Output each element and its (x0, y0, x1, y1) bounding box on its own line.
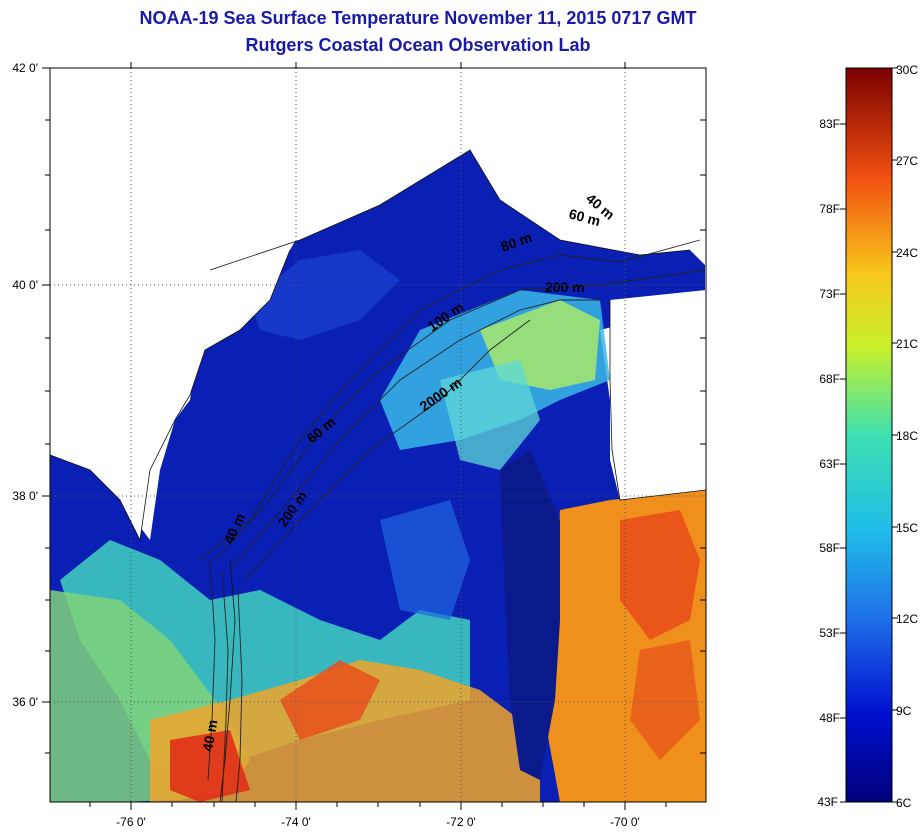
isobath-label: 40 m (199, 718, 220, 752)
lat-label: 40 0' (12, 278, 38, 292)
lon-label: -74 0' (281, 815, 311, 829)
axis-ticks (42, 62, 706, 810)
celsius-label: 27C (896, 154, 918, 168)
map-subtitle: Rutgers Coastal Ocean Observation Lab (245, 35, 591, 55)
map-title: NOAA-19 Sea Surface Temperature November… (139, 8, 697, 28)
celsius-labels: 30C 27C 24C 21C 18C 15C 12C 9C 6C (896, 63, 918, 810)
fahrenheit-label: 63F (819, 457, 840, 471)
celsius-label: 6C (896, 796, 912, 810)
colorbar-gradient (845, 67, 893, 803)
celsius-label: 12C (896, 612, 918, 626)
lat-labels: 42 0' 40 0' 38 0' 36 0' (12, 61, 38, 709)
isobaths (199, 239, 706, 803)
celsius-label: 18C (896, 429, 918, 443)
lon-label: -70 0' (610, 815, 640, 829)
graticule (50, 68, 706, 802)
celsius-label: 9C (896, 704, 912, 718)
lat-label: 42 0' (12, 61, 38, 75)
lat-label: 36 0' (12, 695, 38, 709)
colorbar: 30C 27C 24C 21C 18C 15C 12C 9C 6C 83F 78… (817, 63, 918, 810)
fahrenheit-labels: 83F 78F 73F 68F 63F 58F 53F 48F 43F (817, 117, 840, 809)
celsius-label: 24C (896, 246, 918, 260)
lon-label: -76 0' (116, 815, 146, 829)
lat-label: 38 0' (12, 489, 38, 503)
fahrenheit-label: 83F (819, 117, 840, 131)
fahrenheit-label: 68F (819, 372, 840, 386)
colorbar-ticks (840, 67, 898, 803)
isobath-label: 60 m (567, 205, 602, 229)
fahrenheit-label: 78F (819, 202, 840, 216)
lon-labels: -76 0' -74 0' -72 0' -70 0' (116, 815, 640, 829)
celsius-label: 15C (896, 521, 918, 535)
fahrenheit-label: 58F (819, 541, 840, 555)
isobath-label: 200 m (545, 279, 585, 295)
land (50, 68, 706, 540)
fahrenheit-label: 53F (819, 626, 840, 640)
celsius-label: 30C (896, 63, 918, 77)
fahrenheit-label: 73F (819, 287, 840, 301)
celsius-label: 21C (896, 337, 918, 351)
fahrenheit-label: 48F (819, 711, 840, 725)
coastlines (49, 149, 707, 803)
lon-label: -72 0' (446, 815, 476, 829)
fahrenheit-label: 43F (817, 795, 838, 809)
